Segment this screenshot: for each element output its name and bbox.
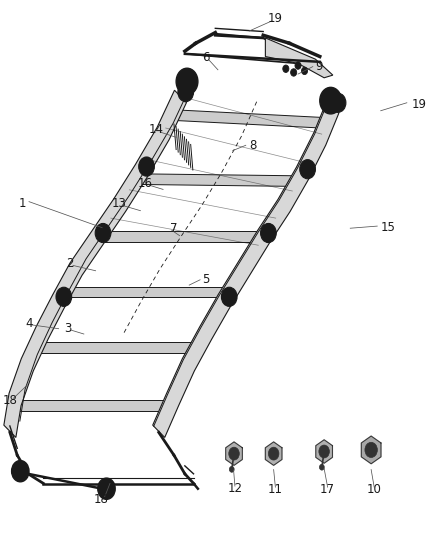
Polygon shape — [98, 231, 264, 242]
Circle shape — [291, 69, 297, 76]
Text: 19: 19 — [411, 98, 426, 111]
Polygon shape — [226, 442, 242, 465]
Circle shape — [334, 98, 343, 108]
Circle shape — [320, 87, 342, 114]
Circle shape — [261, 223, 276, 243]
Circle shape — [264, 228, 273, 238]
Circle shape — [221, 287, 237, 306]
Polygon shape — [136, 174, 298, 187]
Text: 17: 17 — [320, 483, 335, 496]
Text: 1: 1 — [19, 197, 27, 211]
Polygon shape — [265, 442, 282, 465]
Text: 18: 18 — [94, 493, 109, 506]
Polygon shape — [361, 436, 381, 464]
Text: 11: 11 — [268, 483, 283, 496]
Text: 6: 6 — [202, 51, 209, 64]
Text: 9: 9 — [315, 60, 323, 73]
Text: 2: 2 — [66, 257, 73, 270]
Text: 5: 5 — [202, 273, 210, 286]
Circle shape — [16, 466, 25, 477]
Text: 3: 3 — [64, 322, 72, 335]
Text: 13: 13 — [111, 197, 126, 211]
Text: 15: 15 — [381, 221, 396, 234]
Circle shape — [56, 287, 72, 306]
Text: 18: 18 — [3, 394, 17, 407]
Circle shape — [102, 483, 111, 494]
Text: 12: 12 — [227, 482, 242, 495]
Circle shape — [295, 62, 301, 69]
Circle shape — [325, 94, 336, 108]
Circle shape — [229, 447, 239, 460]
Text: 16: 16 — [138, 176, 153, 190]
Circle shape — [142, 161, 151, 172]
Circle shape — [365, 442, 378, 457]
Polygon shape — [4, 90, 187, 438]
Text: 10: 10 — [367, 483, 381, 496]
Circle shape — [176, 68, 198, 95]
Circle shape — [178, 83, 194, 102]
Circle shape — [225, 292, 233, 302]
Circle shape — [11, 461, 29, 482]
Polygon shape — [316, 440, 332, 463]
Circle shape — [303, 164, 312, 174]
Polygon shape — [153, 101, 339, 438]
Circle shape — [181, 87, 190, 98]
Circle shape — [99, 228, 107, 238]
Text: 7: 7 — [170, 222, 177, 235]
Circle shape — [319, 464, 324, 470]
Circle shape — [268, 447, 279, 460]
Polygon shape — [172, 110, 326, 128]
Circle shape — [139, 157, 154, 176]
Polygon shape — [64, 287, 230, 297]
Circle shape — [330, 93, 346, 112]
Circle shape — [319, 445, 329, 458]
Circle shape — [95, 223, 111, 243]
Circle shape — [301, 67, 307, 75]
Polygon shape — [14, 400, 170, 411]
Text: 4: 4 — [25, 317, 33, 330]
Polygon shape — [265, 38, 333, 78]
Circle shape — [181, 75, 193, 88]
Circle shape — [60, 292, 68, 302]
Circle shape — [283, 65, 289, 72]
Polygon shape — [35, 342, 198, 353]
Circle shape — [300, 160, 315, 179]
Circle shape — [98, 478, 115, 499]
Text: 19: 19 — [268, 12, 283, 25]
Text: 8: 8 — [249, 139, 256, 152]
Text: 14: 14 — [149, 123, 164, 136]
Circle shape — [230, 466, 234, 472]
